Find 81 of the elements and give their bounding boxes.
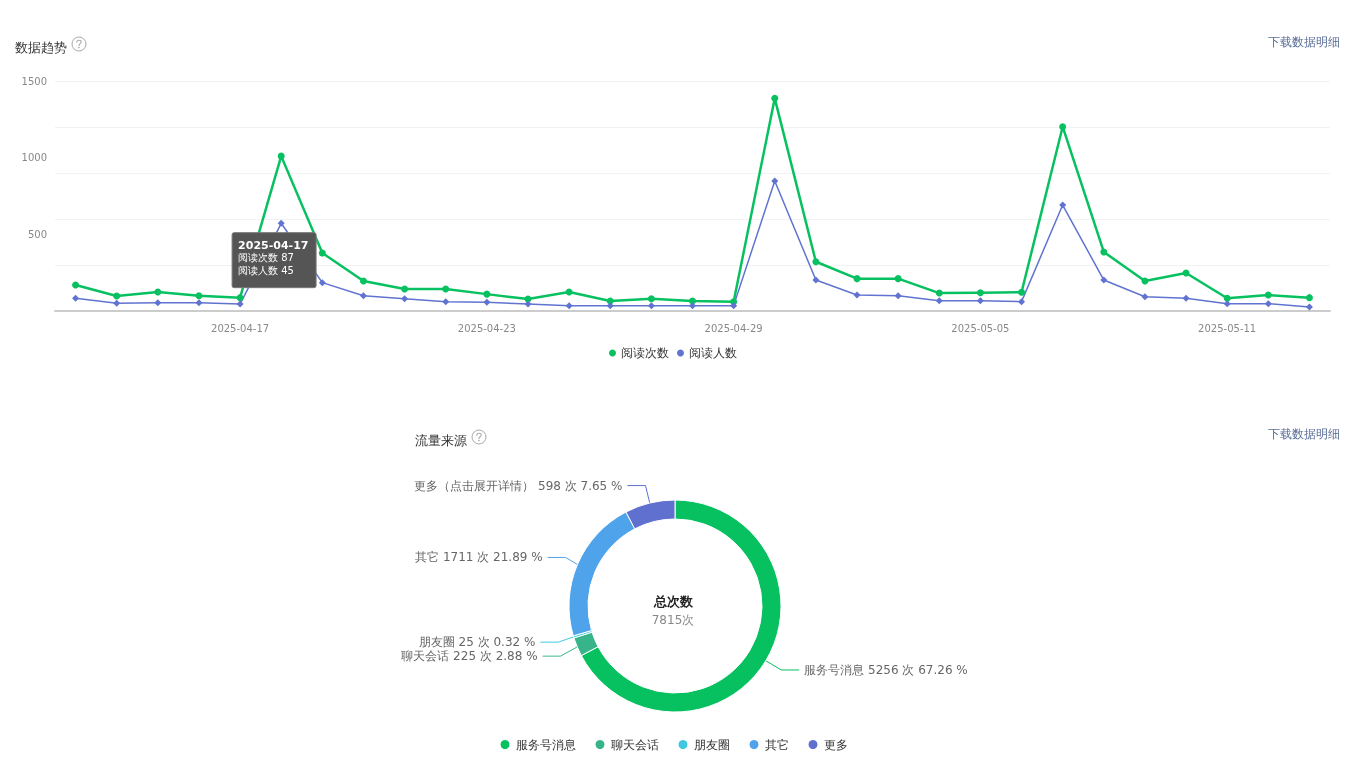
chart-title: 数据趋势 <box>15 40 67 55</box>
point <box>935 289 943 297</box>
point <box>236 294 244 302</box>
point <box>894 275 902 283</box>
point <box>689 302 696 310</box>
point <box>483 298 491 306</box>
point <box>565 302 573 310</box>
point <box>1264 291 1272 299</box>
y-tick-label: 1000 <box>21 152 47 164</box>
point <box>935 297 943 305</box>
point <box>730 302 738 310</box>
point <box>318 249 326 257</box>
point <box>812 258 820 266</box>
point <box>1264 300 1272 308</box>
x-tick-label: 2025-04-23 <box>457 322 516 334</box>
point <box>359 292 367 300</box>
point <box>647 295 655 303</box>
point <box>113 292 121 300</box>
legend-label: 聊天会话 <box>610 737 659 752</box>
legend-label: 朋友圈 <box>693 737 730 752</box>
point <box>1141 293 1149 301</box>
legend-label: 更多 <box>823 737 848 752</box>
point <box>195 292 203 300</box>
point <box>894 292 902 300</box>
x-tick-label: 2025-05-11 <box>1198 322 1257 334</box>
point <box>318 279 326 287</box>
point <box>853 275 861 283</box>
point <box>1305 303 1313 311</box>
data-label: 其它 1711 次 21.89 % <box>415 550 543 565</box>
data-label: 服务号消息 5256 次 67.26 % <box>804 662 968 677</box>
point <box>401 285 409 293</box>
y-tick-label: 1500 <box>21 75 47 87</box>
point <box>359 277 367 285</box>
point <box>277 152 285 160</box>
point <box>1100 276 1108 284</box>
text: 7815次 <box>651 613 695 627</box>
point <box>483 290 491 298</box>
legend-label: 阅读次数 <box>621 346 669 360</box>
point <box>1059 201 1067 209</box>
point <box>236 300 244 308</box>
point <box>853 291 861 299</box>
point <box>154 288 162 296</box>
point <box>647 302 655 310</box>
point <box>976 297 984 305</box>
point <box>976 289 984 297</box>
point <box>1018 298 1026 306</box>
point <box>1305 294 1313 302</box>
point <box>72 294 80 302</box>
y-tick-label: 500 <box>27 228 47 240</box>
point <box>812 276 820 284</box>
point <box>277 219 285 227</box>
x-tick-label: 2025-05-05 <box>951 322 1010 334</box>
point <box>771 94 779 102</box>
point <box>195 299 203 307</box>
point <box>113 299 121 307</box>
point <box>771 177 779 185</box>
x-tick-label: 2025-04-17 <box>211 322 270 334</box>
legend-label: 其它 <box>764 737 789 752</box>
x-tick-label: 2025-04-29 <box>704 322 763 334</box>
point <box>154 299 162 307</box>
text: 下载数据明细 <box>1268 35 1340 49</box>
point <box>442 285 450 293</box>
point <box>72 281 80 289</box>
point <box>442 298 450 306</box>
chart-title: 流量来源 <box>415 433 467 448</box>
data-label: 聊天会话 225 次 2.88 % <box>401 649 538 664</box>
point <box>606 302 614 310</box>
text: 总次数 <box>652 594 694 609</box>
point <box>524 300 532 308</box>
legend-label: 阅读人数 <box>689 346 737 360</box>
legend-label: 服务号消息 <box>515 737 576 752</box>
data-label: 更多（点击展开详情） 598 次 7.65 % <box>414 478 623 493</box>
data-label: 朋友圈 25 次 0.32 % <box>418 635 536 650</box>
point <box>1059 123 1067 131</box>
annotation: 2025-04-17 阅读次数 87 阅读人数 45 <box>238 238 309 277</box>
point <box>1018 288 1026 296</box>
point <box>1223 300 1231 308</box>
point <box>1182 294 1190 302</box>
text: 下载数据明细 <box>1268 427 1340 441</box>
point <box>1100 248 1108 256</box>
point <box>401 295 409 303</box>
